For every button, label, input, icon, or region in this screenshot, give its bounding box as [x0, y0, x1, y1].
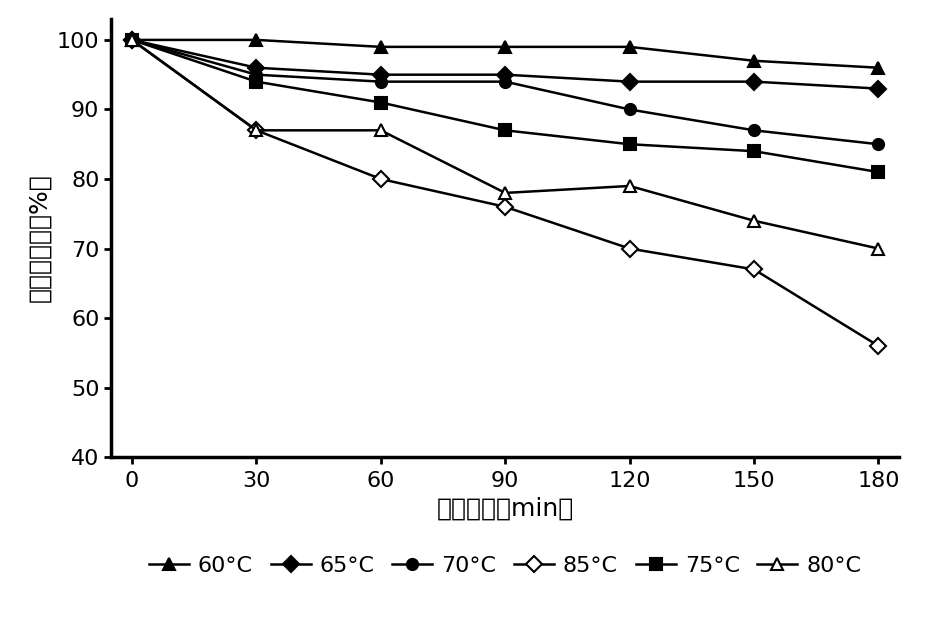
- X-axis label: 处理时间（min）: 处理时间（min）: [437, 497, 574, 521]
- Y-axis label: 酶活保存率（%）: 酶活保存率（%）: [27, 174, 51, 302]
- Legend: 60°C, 65°C, 70°C, 85°C, 75°C, 80°C: 60°C, 65°C, 70°C, 85°C, 75°C, 80°C: [140, 547, 870, 585]
